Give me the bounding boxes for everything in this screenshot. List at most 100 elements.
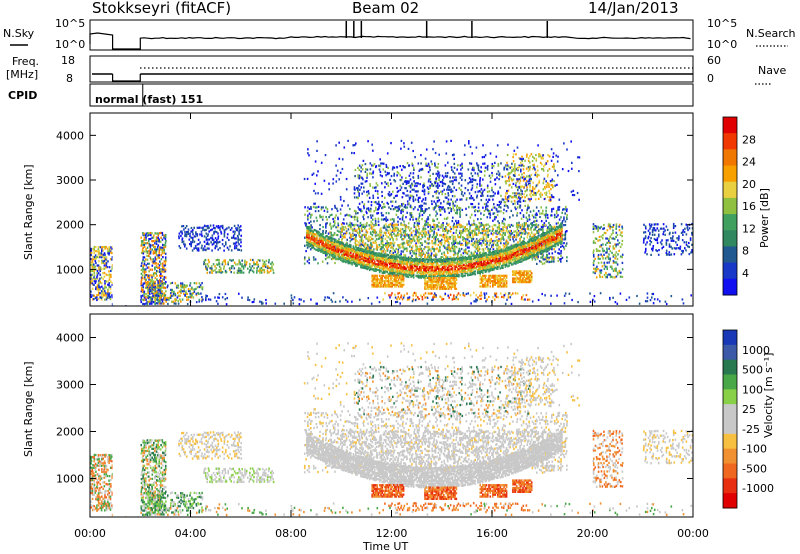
power-cell <box>383 248 386 251</box>
power-cell <box>142 234 145 237</box>
power-cell <box>592 227 595 231</box>
power-cell <box>434 164 436 167</box>
power-cell <box>156 274 158 277</box>
power-cell <box>351 229 354 232</box>
power-cell <box>395 213 398 216</box>
power-cell <box>229 268 231 272</box>
power-cell <box>183 288 185 291</box>
power-cell <box>317 262 319 265</box>
power-cell <box>360 240 363 243</box>
power-cell <box>410 215 413 218</box>
power-cell <box>440 243 443 246</box>
power-cell <box>259 259 261 262</box>
power-cell <box>152 301 155 304</box>
power-cell <box>688 227 691 230</box>
power-cell <box>361 225 363 229</box>
power-cell <box>361 201 364 204</box>
power-cell <box>241 265 243 268</box>
power-cell <box>487 227 489 230</box>
power-cell <box>386 229 389 232</box>
power-cell <box>487 200 489 204</box>
power-cell <box>482 178 484 181</box>
power-cell <box>444 196 447 199</box>
power-cell <box>160 268 162 271</box>
power-cell <box>541 224 544 227</box>
power-cell <box>439 241 441 244</box>
power-cell <box>691 222 693 226</box>
power-cell <box>181 238 183 241</box>
power-cell <box>525 189 528 192</box>
power-cell <box>336 257 338 261</box>
power-cell <box>386 241 389 245</box>
power-cell <box>442 179 444 182</box>
power-cell <box>519 226 522 229</box>
power-cell <box>448 246 450 249</box>
power-cell <box>427 230 430 233</box>
power-cell <box>202 228 204 231</box>
power-cell <box>542 168 544 171</box>
power-cell <box>665 225 668 228</box>
power-cell <box>466 243 469 246</box>
power-cell <box>238 233 240 236</box>
power-cell <box>371 164 373 167</box>
power-cell <box>151 280 153 283</box>
power-cell <box>431 298 433 301</box>
power-cell <box>430 256 432 259</box>
power-cell <box>480 224 482 227</box>
power-cell <box>472 223 474 226</box>
power-cell <box>207 224 209 228</box>
power-cell <box>100 298 103 301</box>
power-cell <box>403 205 406 208</box>
power-cell <box>342 225 344 228</box>
power-cell <box>436 258 439 261</box>
power-cell <box>159 260 161 263</box>
power-cell <box>524 159 526 162</box>
power-cell <box>517 230 520 233</box>
power-cell <box>529 155 531 158</box>
power-cell <box>218 271 221 274</box>
power-cell <box>361 176 363 179</box>
power-cell <box>452 253 455 256</box>
power-cell <box>474 208 477 212</box>
power-cell <box>424 198 427 201</box>
power-cell <box>190 240 192 244</box>
power-cell <box>427 192 430 195</box>
power-cell <box>656 237 659 240</box>
power-cell <box>387 184 390 187</box>
power-cell <box>563 224 565 227</box>
power-cell <box>651 229 654 232</box>
power-cell <box>480 222 483 225</box>
power-cell <box>548 155 551 158</box>
power-cell <box>438 221 440 224</box>
power-cell <box>441 193 443 196</box>
power-cell <box>155 240 158 243</box>
power-cell <box>215 225 218 228</box>
power-cell <box>417 196 420 199</box>
power-cell <box>237 224 239 227</box>
power-cell <box>433 247 435 250</box>
power-cell <box>437 225 439 228</box>
power-cell <box>156 296 158 299</box>
power-cell <box>235 227 237 230</box>
power-cell <box>523 193 525 196</box>
power-cell <box>363 203 366 206</box>
power-cell <box>391 246 393 249</box>
power-cell <box>616 273 619 276</box>
power-cell <box>592 223 595 226</box>
power-cell <box>104 256 106 259</box>
power-cell <box>399 178 402 182</box>
power-cell <box>94 257 97 260</box>
power-cell <box>502 237 504 240</box>
power-cell <box>214 296 216 299</box>
power-cell <box>425 202 427 205</box>
power-cell <box>196 233 199 236</box>
power-cell <box>99 280 101 283</box>
power-cell <box>451 245 453 248</box>
power-cell <box>503 208 505 211</box>
power-cell <box>449 230 452 233</box>
power-cell <box>159 282 162 285</box>
power-cell <box>418 238 420 241</box>
power-cell <box>444 210 446 213</box>
power-cell <box>421 230 423 233</box>
power-cell <box>161 268 164 271</box>
